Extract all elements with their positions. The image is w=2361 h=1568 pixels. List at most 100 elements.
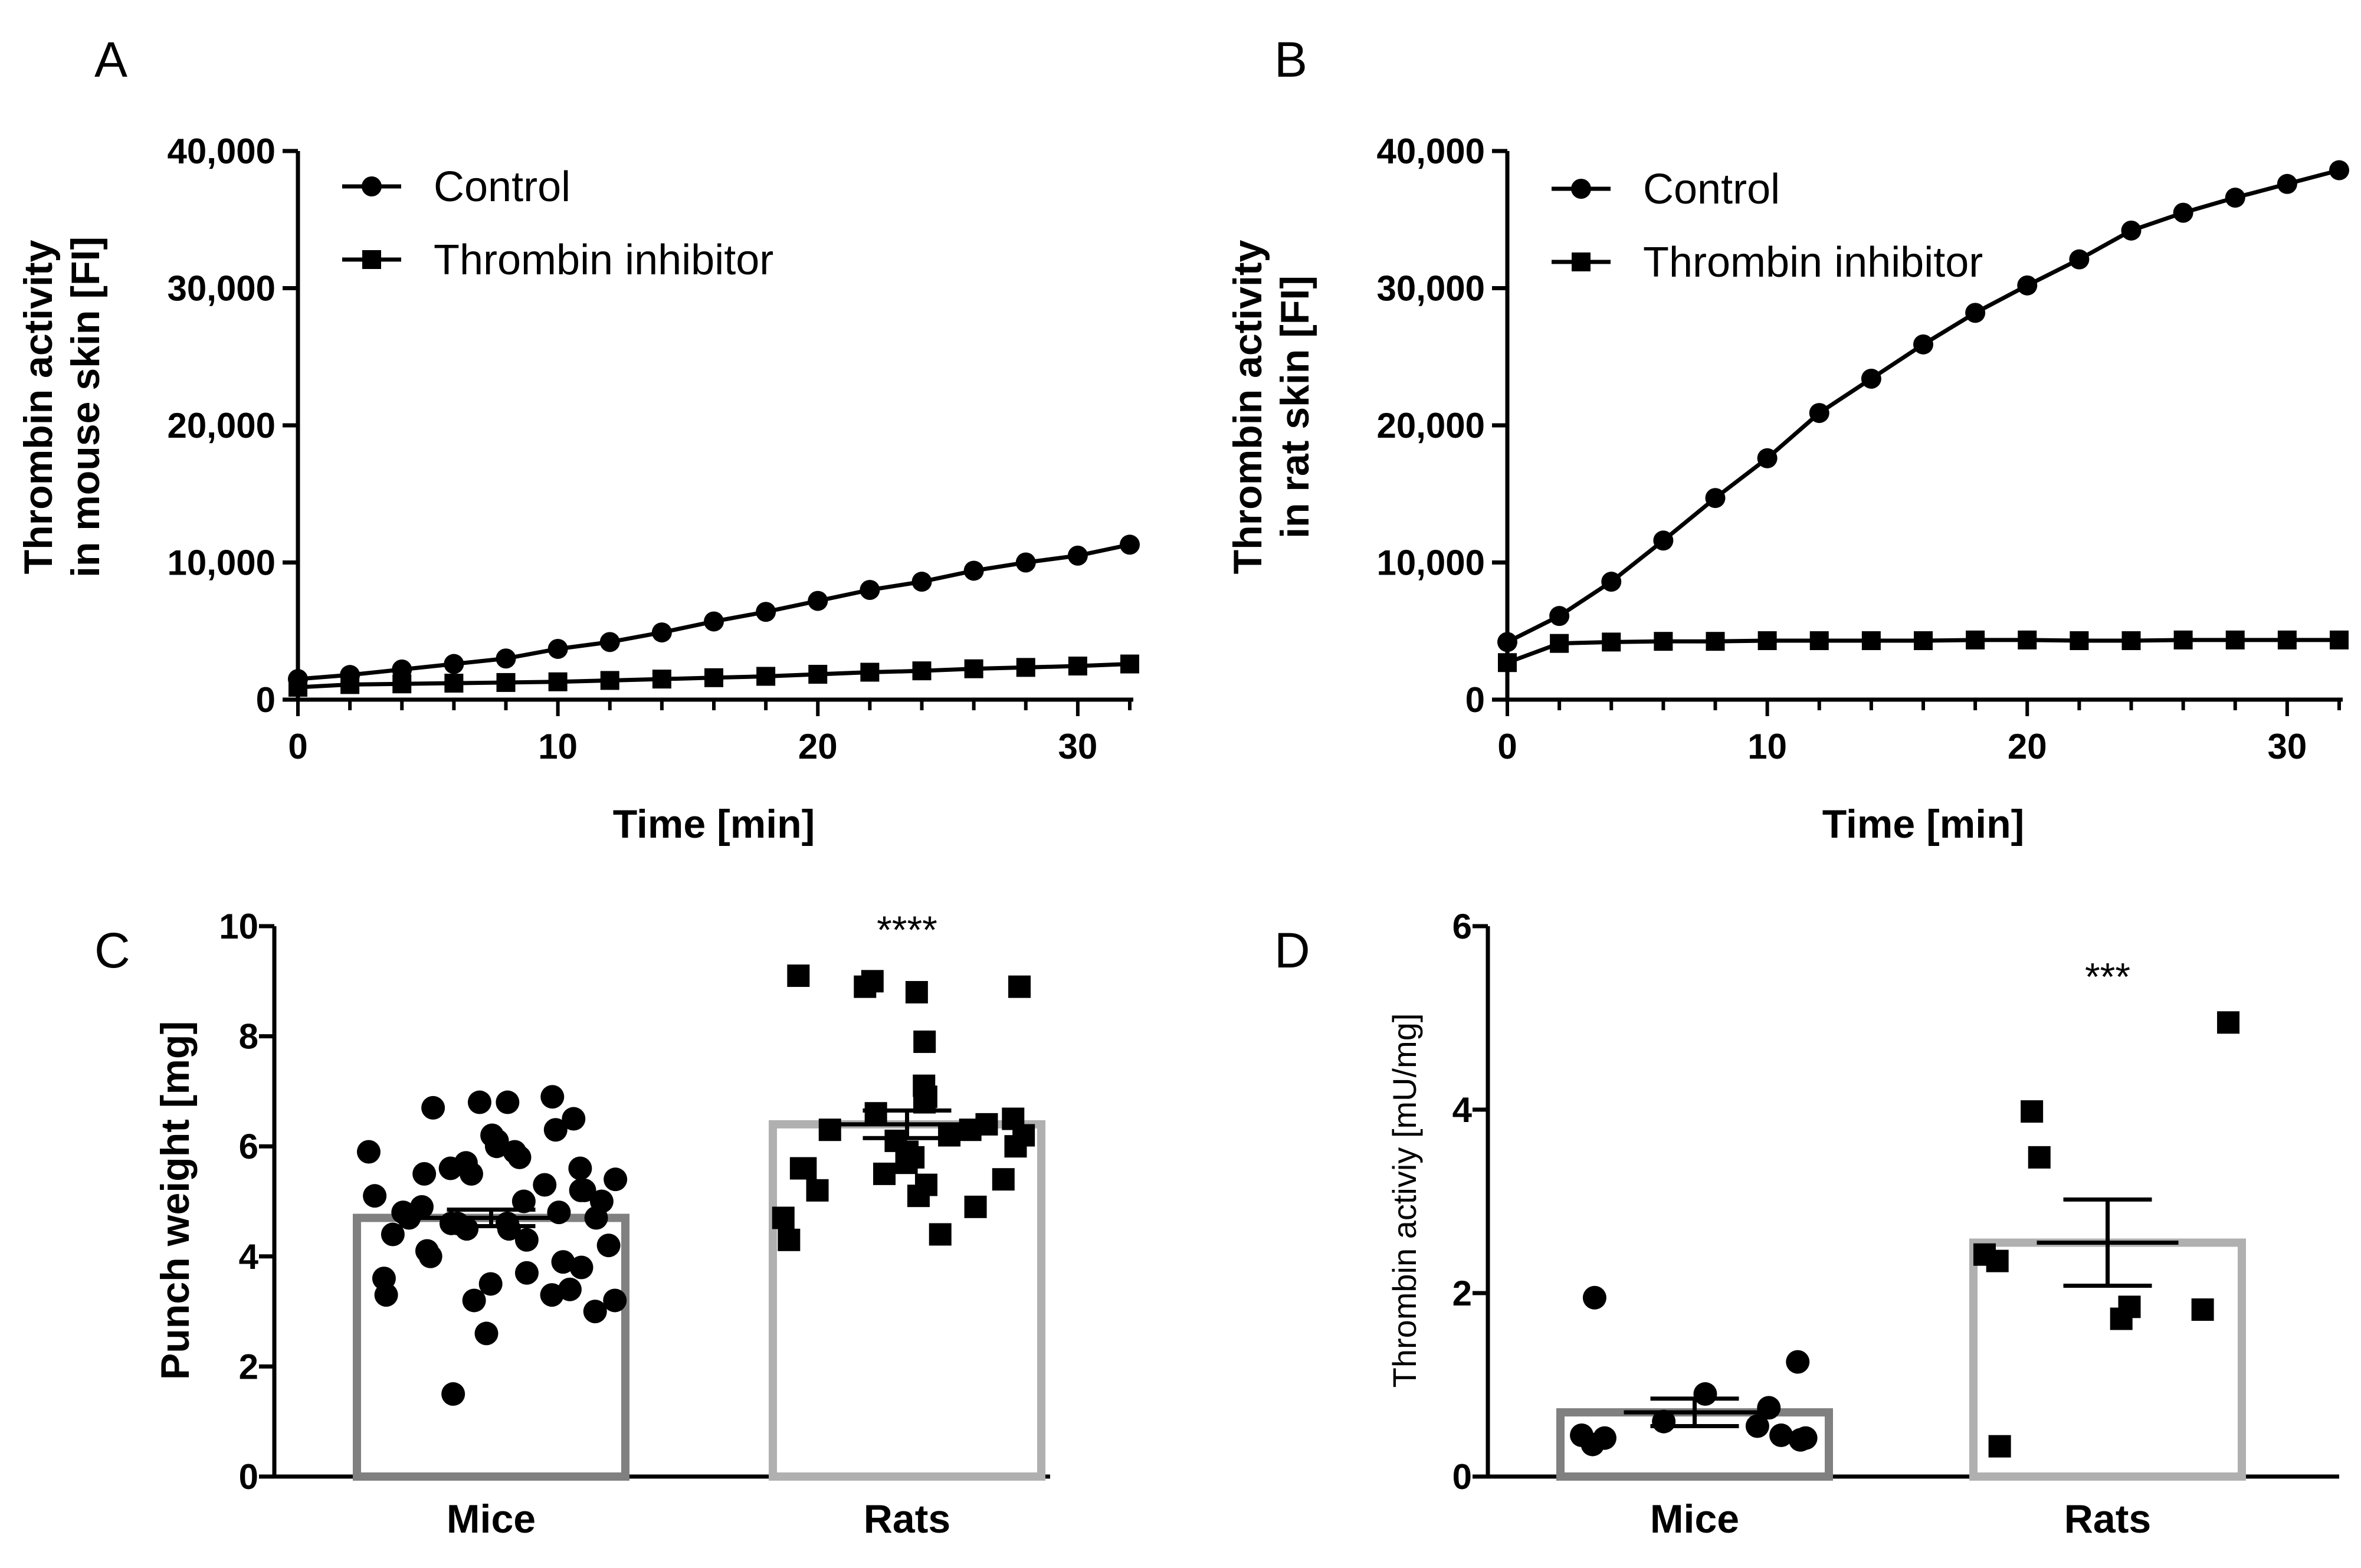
data-point bbox=[1654, 632, 1673, 651]
data-point bbox=[1008, 975, 1031, 998]
data-point bbox=[459, 1162, 483, 1186]
data-point bbox=[1745, 1414, 1769, 1438]
data-point bbox=[496, 673, 516, 692]
bar-group-rats: Rats *** bbox=[1969, 954, 2246, 1541]
data-point bbox=[778, 1228, 801, 1251]
data-point bbox=[496, 648, 516, 669]
x-axis-title: Time [min] bbox=[1822, 802, 2025, 847]
data-point bbox=[2121, 220, 2142, 241]
data-point bbox=[2329, 160, 2349, 181]
y-tick-label: 0 bbox=[239, 1457, 258, 1497]
data-point bbox=[569, 1255, 593, 1280]
data-point bbox=[2069, 249, 2090, 270]
y-tick-label: 4 bbox=[239, 1237, 259, 1277]
data-point bbox=[1693, 1382, 1717, 1406]
data-point bbox=[418, 1244, 442, 1268]
data-point bbox=[992, 1168, 1015, 1191]
data-point bbox=[873, 1162, 896, 1185]
data-point bbox=[756, 667, 776, 686]
data-point bbox=[1965, 303, 1986, 323]
data-point bbox=[533, 1173, 557, 1197]
data-point bbox=[421, 1095, 445, 1120]
data-point bbox=[1498, 653, 1517, 673]
y-tick-label: 4 bbox=[1452, 1090, 1473, 1130]
data-point bbox=[1788, 1428, 1812, 1452]
y-axis-title: Thrombin activityin rat skin [FI] bbox=[1225, 240, 1317, 574]
data-point bbox=[2191, 1298, 2214, 1321]
legend-entry: Control bbox=[342, 163, 570, 211]
data-point bbox=[2217, 1011, 2240, 1034]
category-label: Mice bbox=[447, 1497, 536, 1541]
data-point bbox=[478, 1272, 503, 1296]
y-tick-label: 30,000 bbox=[167, 269, 276, 309]
data-point bbox=[568, 1156, 592, 1180]
data-point bbox=[600, 671, 619, 690]
data-point bbox=[818, 1118, 841, 1141]
y-tick-label: 10 bbox=[219, 907, 258, 946]
data-point bbox=[514, 1261, 539, 1285]
data-point bbox=[1757, 631, 1777, 651]
data-point bbox=[496, 1090, 520, 1114]
data-point bbox=[2277, 630, 2297, 649]
legend-entry: Thrombin inhibitor bbox=[1552, 239, 1983, 286]
x-tick-label: 0 bbox=[288, 727, 307, 766]
data-point bbox=[913, 1030, 936, 1053]
data-point bbox=[2021, 1100, 2044, 1123]
legend-entry: Control bbox=[1552, 166, 1780, 213]
data-point bbox=[288, 678, 307, 697]
data-point bbox=[540, 1283, 564, 1307]
data-point bbox=[2277, 173, 2297, 194]
data-point bbox=[474, 1321, 499, 1346]
data-point bbox=[1067, 545, 1088, 566]
data-point bbox=[1786, 1350, 1810, 1374]
data-point bbox=[808, 591, 828, 611]
y-tick-label: 10,000 bbox=[167, 543, 276, 583]
data-point bbox=[551, 1250, 575, 1274]
data-point bbox=[1602, 632, 1621, 652]
data-point bbox=[356, 1140, 381, 1164]
data-point bbox=[1757, 448, 1778, 468]
data-point bbox=[412, 1162, 437, 1186]
y-tick-label: 6 bbox=[1452, 907, 1472, 946]
data-point bbox=[1769, 1423, 1793, 1448]
data-point bbox=[1550, 634, 1569, 653]
data-point bbox=[938, 1124, 961, 1147]
data-point bbox=[772, 1206, 795, 1229]
bar-group-rats: Rats **** bbox=[769, 908, 1045, 1541]
data-point bbox=[905, 980, 928, 1003]
data-point bbox=[806, 1179, 829, 1202]
data-point bbox=[1004, 1135, 1027, 1158]
data-point bbox=[583, 1300, 607, 1324]
data-point bbox=[2225, 630, 2245, 649]
legend-marker bbox=[1571, 179, 1591, 199]
data-point bbox=[1582, 1285, 1606, 1310]
y-tick-label: 40,000 bbox=[1376, 132, 1485, 171]
data-point bbox=[562, 1107, 586, 1131]
data-point bbox=[1986, 1249, 2009, 1272]
panel-letter: D bbox=[1274, 923, 1310, 978]
y-tick-label: 20,000 bbox=[1376, 406, 1485, 445]
data-point bbox=[1861, 368, 1881, 389]
data-point bbox=[2028, 1146, 2051, 1169]
data-point bbox=[497, 1217, 521, 1241]
y-axis-title: Thrombin activiy [mU/mg] bbox=[1386, 1013, 1423, 1388]
data-point bbox=[462, 1288, 486, 1313]
y-axis-title-line: Thrombin activity bbox=[1225, 240, 1270, 574]
data-point bbox=[808, 664, 828, 684]
bar-group-mice: Mice bbox=[353, 1085, 629, 1541]
significance-stars: *** bbox=[2085, 954, 2130, 998]
y-axis-title-line: in mouse skin [FI] bbox=[63, 237, 108, 578]
series-control bbox=[1497, 160, 2349, 652]
data-point bbox=[1580, 1432, 1605, 1457]
x-tick-label: 30 bbox=[1058, 727, 1098, 766]
data-point bbox=[569, 1178, 593, 1202]
data-point bbox=[2225, 188, 2245, 208]
legend-label: Control bbox=[434, 163, 570, 211]
data-point bbox=[1497, 632, 1517, 652]
data-point bbox=[2110, 1307, 2133, 1330]
data-point bbox=[558, 1277, 582, 1301]
data-point bbox=[2018, 630, 2037, 649]
data-point bbox=[895, 1152, 918, 1175]
data-point bbox=[1706, 632, 1725, 651]
data-point bbox=[397, 1206, 421, 1230]
